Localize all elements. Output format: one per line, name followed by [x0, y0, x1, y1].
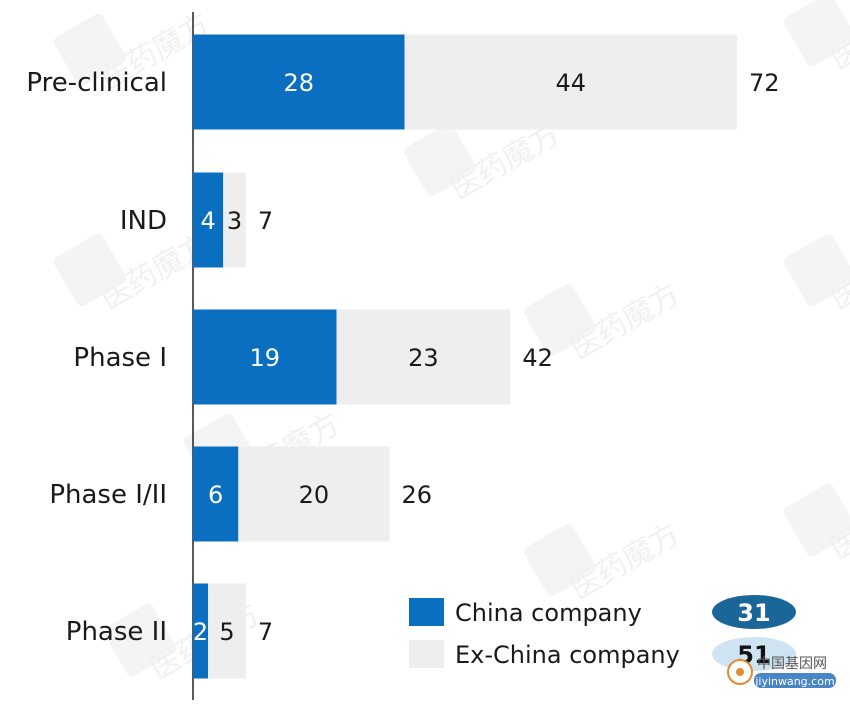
- bar-value-label: 6: [208, 481, 223, 509]
- watermark-mark-0: [53, 13, 127, 87]
- legend-swatch: [409, 598, 444, 626]
- watermark-mark-8: [783, 483, 850, 557]
- watermark-mark-1: [403, 123, 477, 197]
- watermark-mark-6: [783, 0, 850, 67]
- bar-value-label: 19: [250, 344, 281, 372]
- site-logo: 中国基因网 jiyinwang.com: [727, 655, 836, 688]
- bar-china: [193, 34, 405, 130]
- bar-value-label: 20: [299, 481, 330, 509]
- legend-badge-value: 31: [737, 599, 770, 627]
- bar-value-label: 3: [227, 207, 242, 235]
- total-label: 42: [522, 344, 553, 372]
- total-label: 26: [401, 481, 432, 509]
- watermark-mark-3: [523, 283, 597, 357]
- bar-ex-china: [238, 446, 390, 542]
- bar-ex-china: [404, 34, 737, 130]
- site-url-badge: [754, 673, 836, 688]
- total-label: 72: [749, 69, 780, 97]
- watermark-mark-2: [53, 233, 127, 307]
- bar-value-label: 23: [408, 344, 439, 372]
- bar-ex-china: [223, 172, 246, 268]
- watermark-mark-5: [523, 523, 597, 597]
- legend-badge: [712, 595, 796, 629]
- bar-china: [193, 446, 239, 542]
- legend-label: China company: [455, 599, 642, 627]
- bar-value-label: 2: [193, 618, 208, 646]
- category-label: Phase II: [66, 617, 167, 647]
- site-logo-text: 中国基因网: [757, 655, 827, 672]
- bar-china: [193, 583, 209, 679]
- category-label: IND: [120, 206, 167, 236]
- bar-ex-china: [208, 583, 246, 679]
- legend-label: Ex-China company: [455, 641, 680, 669]
- bar-value-label: 4: [200, 207, 215, 235]
- bar-value-label: 5: [219, 618, 234, 646]
- bar-value-label: 28: [284, 69, 315, 97]
- watermark-mark-9: [103, 603, 177, 677]
- bar-china: [193, 172, 224, 268]
- bar-value-label: 44: [556, 69, 587, 97]
- watermark-mark-7: [783, 233, 850, 307]
- bar-china: [193, 309, 337, 405]
- total-label: 7: [258, 207, 273, 235]
- bar-ex-china: [336, 309, 511, 405]
- total-label: 7: [258, 618, 273, 646]
- category-label: Phase I/II: [49, 480, 167, 510]
- site-logo-dot: [736, 668, 744, 676]
- site-url-text: jiyinwang.com: [754, 675, 834, 688]
- category-label: Phase I: [73, 343, 167, 373]
- category-label: Pre-clinical: [26, 68, 167, 98]
- legend-swatch: [409, 640, 444, 668]
